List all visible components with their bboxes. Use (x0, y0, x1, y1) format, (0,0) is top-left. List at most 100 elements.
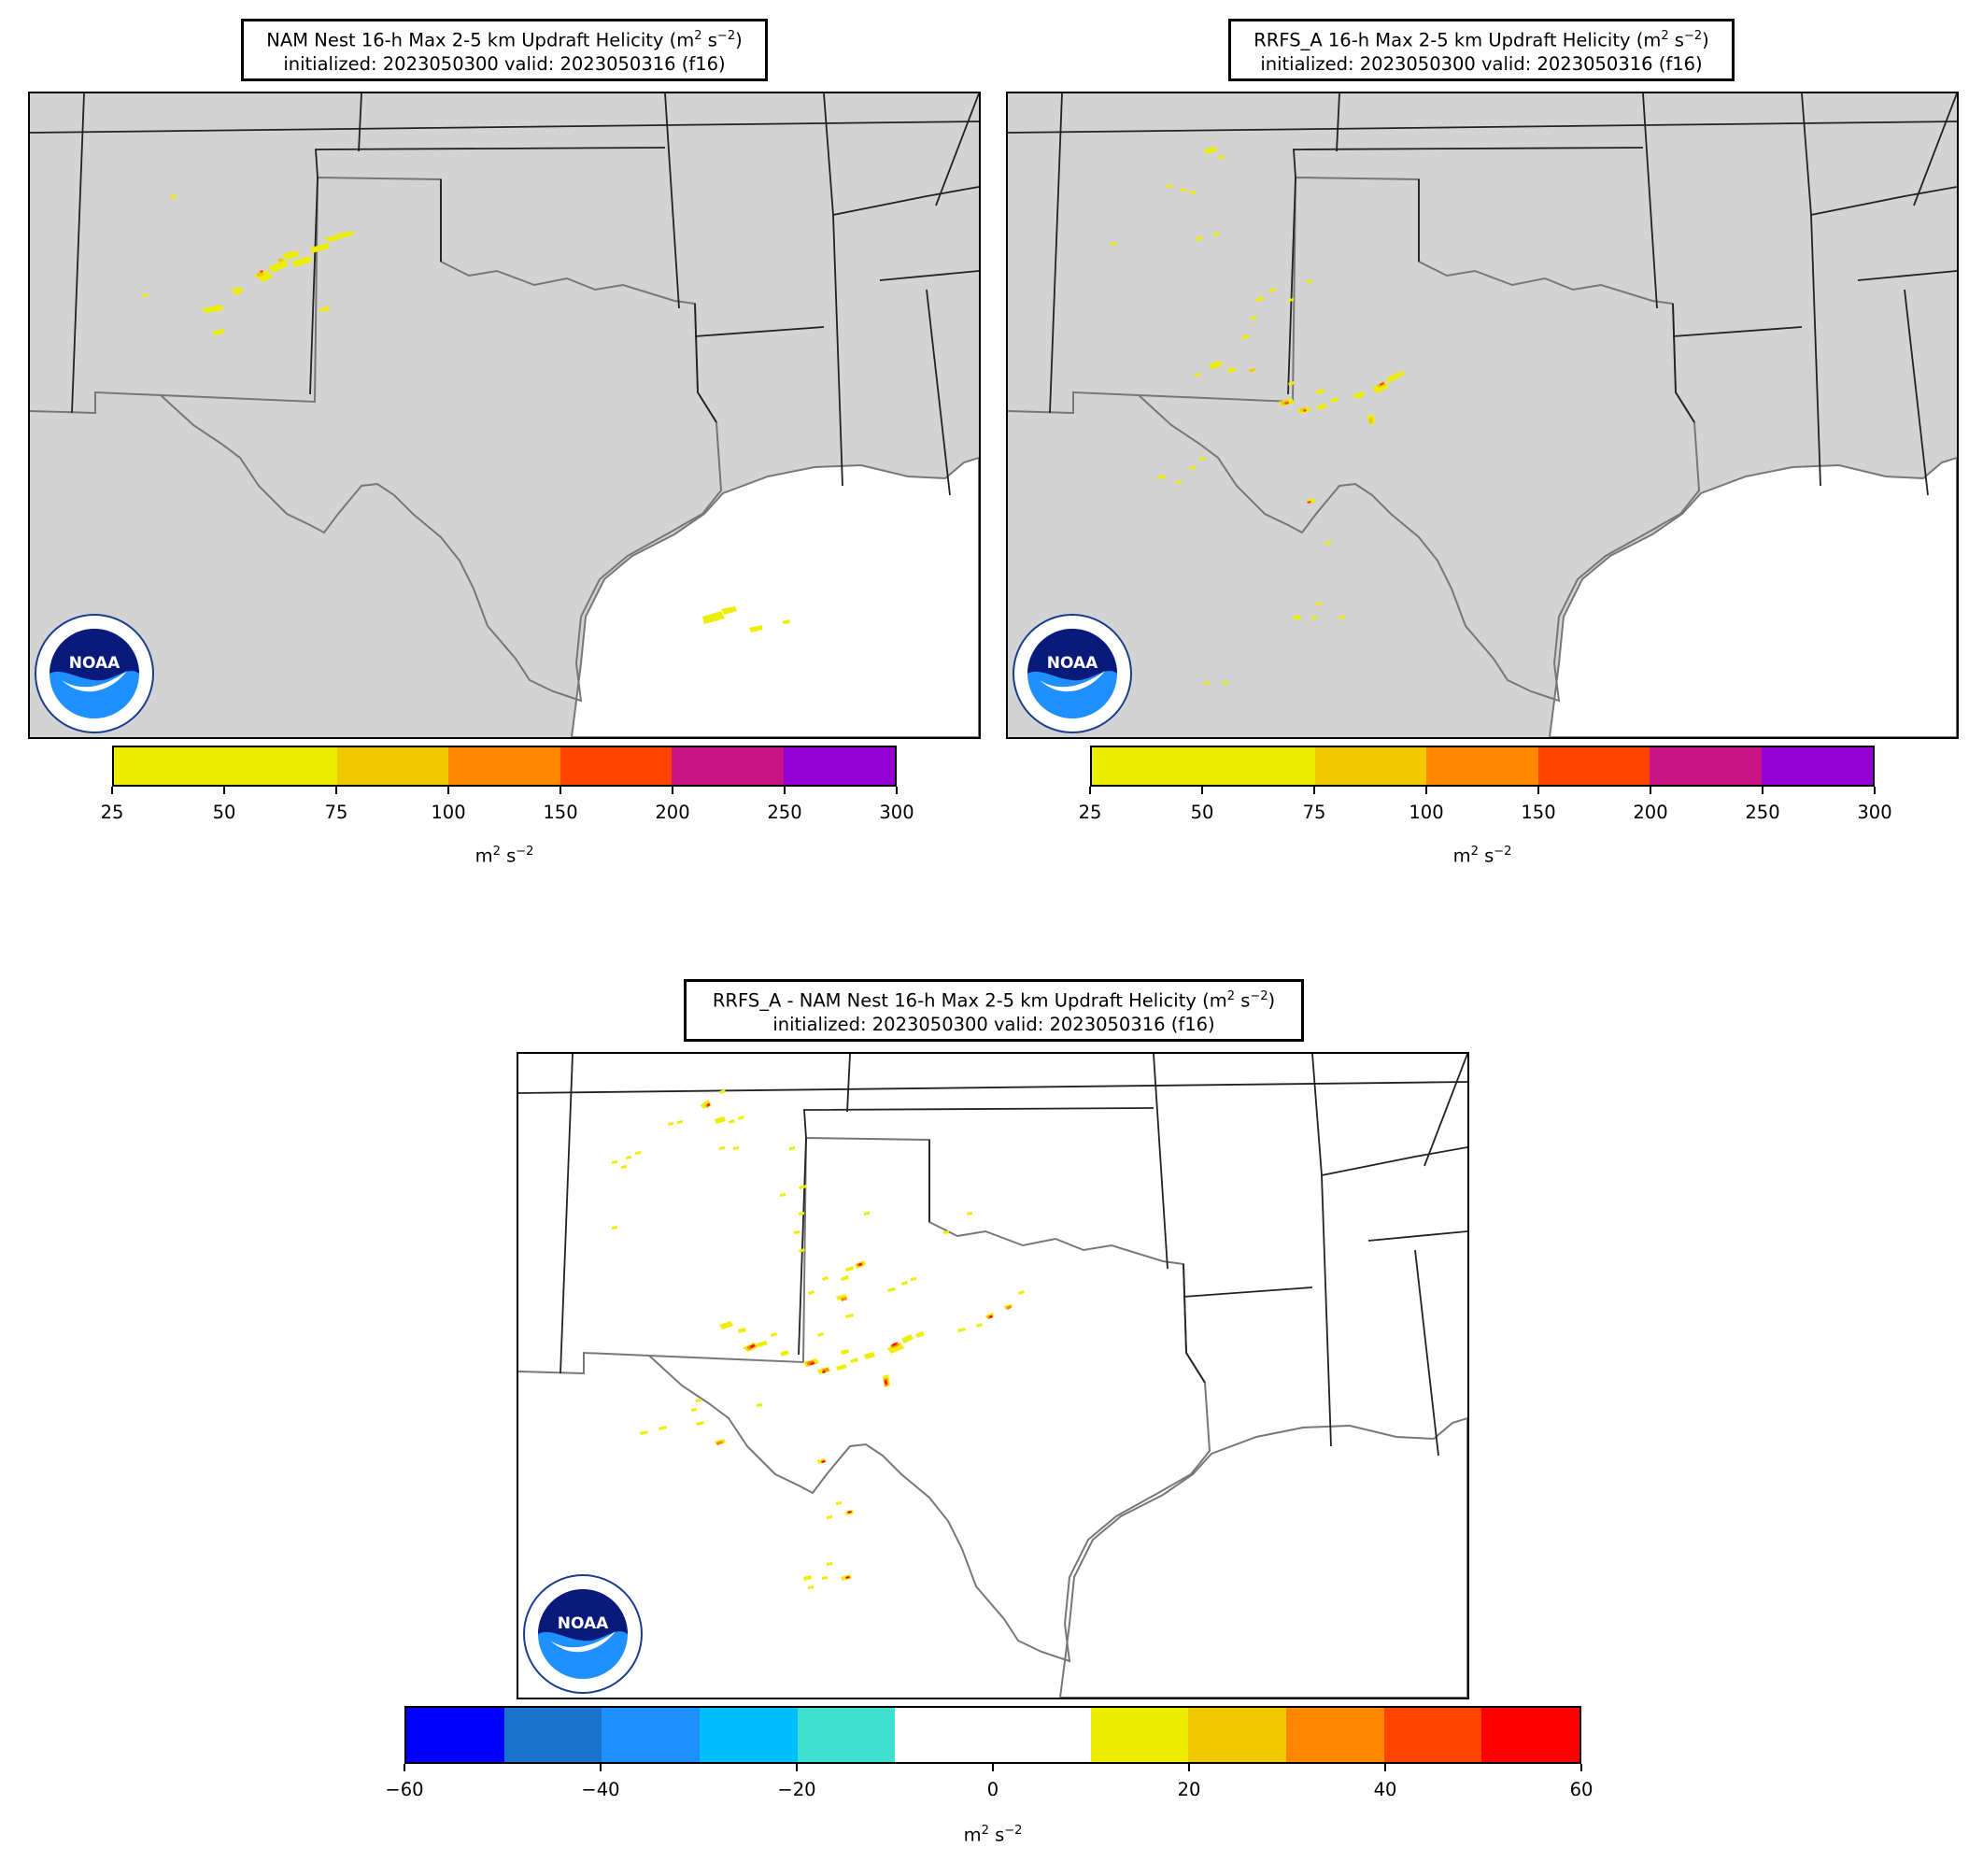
colorbar-tick-label: 200 (655, 802, 690, 823)
diff-subtitle: initialized: 2023050300 valid: 202305031… (772, 1013, 1215, 1035)
colorbar-tick (896, 787, 898, 794)
state-border (1913, 93, 1957, 206)
state-border (30, 121, 979, 134)
colorbar-segment (406, 1708, 504, 1762)
state-border (879, 270, 979, 281)
state-border (664, 93, 680, 309)
colorbar-segment (1537, 747, 1650, 785)
colorbar-tick (223, 787, 225, 794)
diff-map-svg (518, 1054, 1467, 1698)
colorbar-tick-label: 300 (879, 802, 914, 823)
colorbar-tick (559, 787, 561, 794)
state-border (518, 1081, 1467, 1094)
colorbar-tick-label: 150 (1521, 802, 1556, 823)
colorbar-tick-label: 40 (1373, 1779, 1397, 1800)
state-border (694, 326, 825, 337)
state-border (935, 93, 979, 206)
texas-outline (646, 1136, 1211, 1663)
colorbar-segment (1650, 747, 1762, 785)
colorbar-tick-label: 75 (324, 802, 348, 823)
colorbar-tick (335, 787, 337, 794)
rrfs-map-base (1008, 93, 1957, 737)
rrfs-noaa-logo: NOAA (1012, 613, 1133, 734)
state-border (803, 1107, 1154, 1139)
state-border (309, 177, 319, 395)
colorbar-segment (559, 747, 673, 785)
colorbar-segment (602, 1708, 701, 1762)
state-border (1049, 93, 1063, 414)
colorbar-tick-label: 25 (100, 802, 124, 823)
state-border (846, 1054, 851, 1113)
colorbar-tick (600, 1764, 602, 1771)
colorbar-tick-label: 25 (1078, 802, 1102, 823)
colorbar-tick (992, 1764, 994, 1771)
state-border (71, 93, 85, 414)
colorbar-tick-label: 150 (543, 802, 578, 823)
diff-title-box: RRFS_A - NAM Nest 16-h Max 2-5 km Updraf… (684, 979, 1304, 1042)
colorbar-segment (225, 747, 337, 785)
colorbar-tick (1313, 787, 1315, 794)
colorbar-tick (1201, 787, 1203, 794)
rrfs-map: NOAA (1006, 92, 1959, 739)
colorbar-segment (1092, 747, 1204, 785)
colorbar-segment (797, 1708, 896, 1762)
colorbar-tick (796, 1764, 798, 1771)
rrfs-colorbar-unit: m2 s−2 (1452, 845, 1512, 867)
state-border (1857, 270, 1957, 281)
state-border (1293, 147, 1644, 178)
colorbar-tick-label: 250 (1745, 802, 1780, 823)
state-border (832, 186, 979, 216)
colorbar-tick (1874, 787, 1876, 794)
state-border (1183, 1286, 1313, 1298)
state-border (1336, 93, 1340, 152)
colorbar-tick (111, 787, 113, 794)
colorbar-tick-label: 50 (212, 802, 236, 823)
nam-title: NAM Nest 16-h Max 2-5 km Updraft Helicit… (266, 29, 743, 51)
mexico-border (30, 391, 162, 415)
colorbar-tick-label: 250 (767, 802, 802, 823)
state-border (559, 1054, 574, 1374)
state-border (1642, 93, 1658, 309)
state-border (1153, 1054, 1169, 1270)
colorbar-tick (1425, 787, 1427, 794)
colorbar-segment (993, 1708, 1091, 1762)
colorbar-segment (448, 747, 560, 785)
state-border (1424, 1054, 1467, 1167)
colorbar-tick (1650, 787, 1651, 794)
state-border (1008, 121, 1957, 134)
colorbar-segment (1761, 747, 1873, 785)
colorbar-tick (1762, 787, 1763, 794)
diff-map-base (518, 1054, 1467, 1698)
colorbar-tick-label: −40 (581, 1779, 620, 1800)
state-border (1321, 1146, 1467, 1176)
diff-colorbar-unit: m2 s−2 (963, 1824, 1023, 1846)
rrfs-colorbar (1090, 746, 1875, 787)
colorbar-tick-label: 50 (1190, 802, 1214, 823)
gulf-of-mexico (1058, 1416, 1467, 1698)
state-border (315, 147, 666, 178)
state-border (798, 1137, 807, 1356)
colorbar-segment (1426, 747, 1538, 785)
colorbar-tick-label: 60 (1569, 1779, 1593, 1800)
colorbar-tick (784, 787, 786, 794)
nam-title-box: NAM Nest 16-h Max 2-5 km Updraft Helicit… (241, 19, 768, 81)
nam-map-base (30, 93, 979, 737)
nam-map: NOAA (28, 92, 981, 739)
nam-subtitle: initialized: 2023050300 valid: 202305031… (283, 52, 726, 75)
texas-outline (158, 176, 723, 703)
colorbar-segment (1203, 747, 1315, 785)
state-border (1672, 303, 1695, 423)
colorbar-tick-label: 300 (1857, 802, 1892, 823)
colorbar-segment (336, 747, 449, 785)
colorbar-segment (895, 1708, 994, 1762)
colorbar-segment (672, 747, 784, 785)
state-border (1367, 1230, 1467, 1242)
noaa-logo-text: NOAA (557, 1614, 609, 1633)
diff-title: RRFS_A - NAM Nest 16-h Max 2-5 km Updraf… (712, 989, 1276, 1012)
noaa-logo-text: NOAA (1046, 654, 1098, 673)
nam-uh-swaths (142, 194, 790, 632)
diff-map: NOAA (517, 1052, 1469, 1699)
colorbar-tick-label: 20 (1177, 1779, 1201, 1800)
colorbar-tick-label: −60 (385, 1779, 424, 1800)
colorbar-tick (1089, 787, 1091, 794)
